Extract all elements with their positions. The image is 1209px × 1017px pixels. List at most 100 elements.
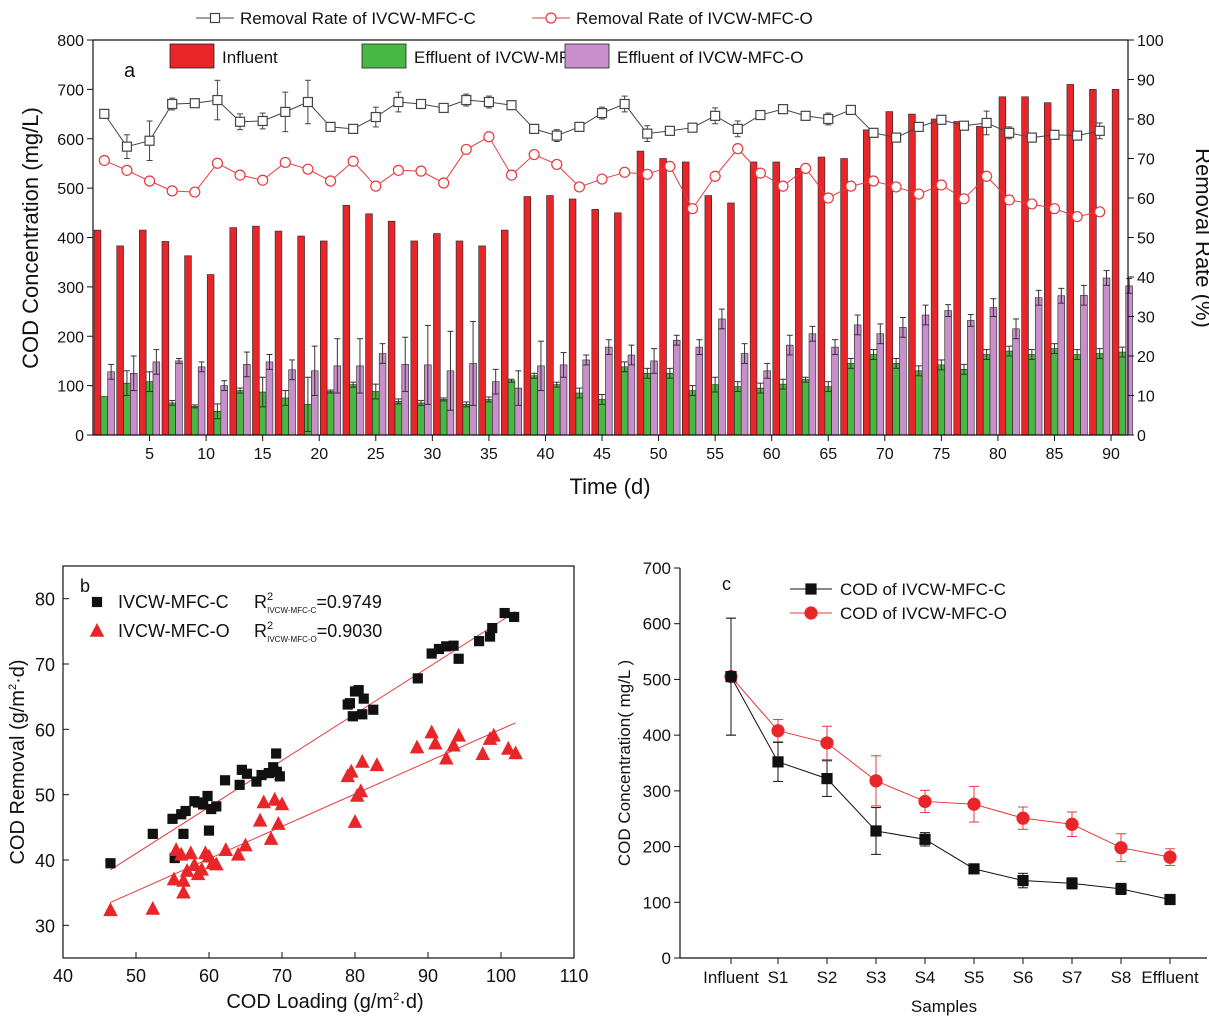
bar-effluent-of-ivcw-mfc-c: [1118, 351, 1127, 436]
bar-effluent-of-ivcw-mfc-o: [786, 344, 794, 436]
point-ivcw-mfc-o: [176, 872, 191, 887]
x-tick-label: 45: [593, 446, 611, 463]
x-tick-label: 60: [763, 446, 781, 463]
plot-frame: [62, 565, 575, 959]
bar-effluent-of-ivcw-mfc-o: [1125, 285, 1133, 436]
bar-effluent-of-ivcw-mfc-c: [688, 390, 697, 436]
x-tick-label: S6: [1013, 968, 1034, 987]
rate-o-marker: [958, 193, 970, 205]
rate-o-marker: [528, 148, 540, 161]
y-tick-label: 100: [57, 379, 84, 396]
bar-effluent-of-ivcw-mfc-o: [1102, 277, 1111, 436]
bar-influent: [998, 96, 1007, 436]
bar-influent: [659, 158, 667, 436]
bar-influent: [139, 229, 147, 436]
x-tick-label: 40: [53, 966, 73, 986]
x-tick-label: S2: [817, 968, 838, 987]
rate-o-marker: [777, 180, 789, 192]
bar-influent: [229, 227, 237, 436]
fit-line-0: [110, 611, 516, 871]
point-cod-c: [1115, 883, 1127, 895]
bar-effluent-of-ivcw-mfc-c: [575, 392, 584, 436]
rate-c-marker: [687, 122, 698, 133]
point-ivcw-mfc-c: [167, 813, 178, 824]
point-ivcw-mfc-o: [438, 750, 454, 765]
legend-marker-0: [805, 583, 817, 595]
line-cod-o: [730, 676, 1171, 858]
point-ivcw-mfc-o: [344, 763, 359, 778]
bar-effluent-of-ivcw-mfc-c: [326, 391, 335, 436]
bar-effluent-of-ivcw-mfc-o: [1034, 297, 1043, 436]
rate-c-marker: [574, 121, 585, 133]
rate-c-marker: [845, 104, 856, 116]
line-cod-c: [730, 676, 1171, 900]
bar-influent: [206, 274, 215, 436]
rate-o-marker: [619, 166, 631, 178]
bar-effluent-of-ivcw-mfc-c: [1005, 350, 1013, 436]
rate-o-marker: [234, 169, 246, 181]
y-axis-label: COD Concentration (mg/L): [18, 107, 43, 369]
y-tick-label: 400: [57, 231, 84, 248]
rate-c-marker: [710, 110, 721, 121]
r2-subscript: IVCW-MFC-C: [267, 606, 316, 615]
bar-effluent-of-ivcw-mfc-c: [1096, 353, 1104, 436]
rate-c-marker: [99, 108, 110, 119]
bar-effluent-of-ivcw-mfc-c: [982, 354, 991, 436]
y-tick-label: 800: [57, 33, 84, 50]
point-ivcw-mfc-o: [501, 740, 516, 755]
bar-effluent-of-ivcw-mfc-o: [695, 346, 704, 436]
point-ivcw-mfc-c: [474, 636, 485, 647]
point-cod-o: [869, 774, 883, 788]
point-ivcw-mfc-c: [178, 828, 189, 839]
bar-effluent-of-ivcw-mfc-c: [960, 369, 968, 436]
bar-influent: [953, 121, 961, 436]
bar-influent: [342, 205, 351, 436]
point-ivcw-mfc-o: [238, 837, 253, 852]
y-tick-label: 50: [35, 786, 55, 806]
x-tick-label: 50: [126, 966, 146, 986]
y-tick-label: 500: [57, 181, 84, 198]
point-ivcw-mfc-o: [271, 816, 286, 830]
bar-influent: [433, 233, 441, 436]
point-ivcw-mfc-o: [183, 845, 199, 860]
bar-influent: [749, 161, 758, 436]
point-cod-o: [918, 794, 932, 809]
y-tick-label: 70: [35, 655, 55, 675]
bar-influent: [252, 225, 260, 436]
rate-c-marker: [302, 96, 314, 108]
x-tick-label: 15: [254, 446, 272, 463]
panel-c: 0 100 200 300 400 500 600 700 Influent S1 S2 S3 S4 S5…: [615, 559, 1207, 1016]
bar-effluent-of-ivcw-mfc-o: [1012, 328, 1020, 436]
rate-o-marker: [664, 160, 676, 172]
bar-influent: [387, 220, 396, 436]
point-ivcw-mfc-c: [251, 776, 262, 787]
y2-tick-label: 50: [1137, 231, 1155, 248]
x-tick-label: 40: [537, 446, 555, 463]
bar-effluent-of-ivcw-mfc-c: [100, 396, 109, 436]
point-ivcw-mfc-o: [424, 724, 439, 739]
bar-effluent-of-ivcw-mfc-c: [236, 390, 244, 436]
x-tick-label: 70: [272, 966, 292, 986]
bar-influent: [976, 126, 984, 436]
point-ivcw-mfc-o: [209, 856, 224, 871]
bar-influent: [116, 245, 124, 436]
y-tick-label: 30: [35, 916, 55, 936]
rate-c-marker: [461, 94, 472, 106]
point-cod-c: [1164, 893, 1176, 906]
point-ivcw-mfc-o: [145, 900, 161, 915]
bar-effluent-of-ivcw-mfc-o: [175, 360, 183, 436]
rate-o-marker: [890, 181, 902, 193]
rate-o-marker: [505, 169, 518, 181]
legend-marker-0: [91, 596, 103, 608]
point-ivcw-mfc-c: [274, 771, 285, 782]
x-tick-label: S4: [915, 968, 936, 987]
point-ivcw-mfc-c: [347, 711, 358, 722]
rate-c-marker: [348, 123, 359, 134]
y-tick-label: 200: [57, 329, 84, 346]
bar-effluent-of-ivcw-mfc-o: [853, 324, 862, 436]
rate-c-marker: [642, 128, 653, 139]
point-ivcw-mfc-c: [453, 653, 464, 664]
x-tick-label: 20: [310, 446, 328, 463]
bar-effluent-of-ivcw-mfc-o: [899, 327, 907, 436]
point-ivcw-mfc-c: [147, 828, 158, 839]
